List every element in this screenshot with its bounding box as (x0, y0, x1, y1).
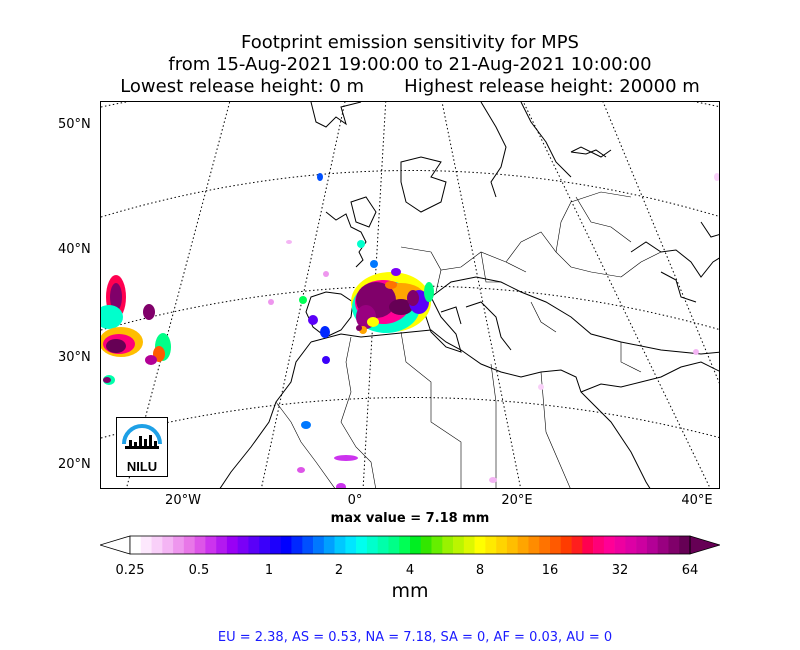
colorbar-bin (226, 536, 238, 554)
colorbar-bin (517, 536, 529, 554)
colorbar-bin (431, 536, 443, 554)
nilu-logo-graphic (122, 424, 162, 449)
colorbar-bin (270, 536, 282, 554)
colorbar-bin (313, 536, 325, 554)
cbar-tick-2: 1 (264, 563, 274, 578)
colorbar-bin (646, 536, 658, 554)
lon-label-20w: 20°W (165, 493, 201, 508)
colorbar-bin (485, 536, 497, 554)
nilu-logo-text: NILU (126, 459, 158, 474)
lon-label-20e: 20°E (501, 493, 533, 508)
colorbar-bin (216, 536, 228, 554)
cbar-tick-8: 64 (681, 563, 699, 578)
nilu-logo: NILU (116, 417, 168, 477)
colorbar-bin (474, 536, 486, 554)
colorbar-bin (323, 536, 335, 554)
lat-label-50n: 50°N (58, 117, 91, 132)
colorbar-bin (603, 536, 615, 554)
max-value: max value = 7.18 mm (330, 511, 490, 526)
lat-label-40n: 40°N (58, 242, 91, 257)
colorbar-bin (248, 536, 260, 554)
lat-label-30n: 30°N (58, 350, 91, 365)
release-heights: Lowest release height: 0 m Highest relea… (0, 76, 800, 98)
colorbar-bin (173, 536, 185, 554)
regional-summary: EU = 2.38, AS = 0.53, NA = 7.18, SA = 0,… (217, 630, 613, 645)
colorbar-bin (582, 536, 594, 554)
colorbar-bin (571, 536, 583, 554)
colorbar-extend-high (689, 535, 720, 555)
colorbar-bin (377, 536, 389, 554)
colorbar-bin (668, 536, 680, 554)
colorbar-bin (410, 536, 422, 554)
colorbar-bin (420, 536, 432, 554)
colorbar-bin (345, 536, 357, 554)
cbar-tick-5: 8 (475, 563, 485, 578)
lon-label-0: 0° (347, 493, 363, 508)
colorbar-bin (679, 536, 691, 554)
cbar-tick-7: 32 (611, 563, 629, 578)
colorbar-bin (151, 536, 163, 554)
cbar-tick-6: 16 (541, 563, 559, 578)
colorbar-bin (539, 536, 551, 554)
colorbar-bin (356, 536, 368, 554)
colorbar-bin (205, 536, 217, 554)
colorbar-bin (453, 536, 465, 554)
colorbar-bin (550, 536, 562, 554)
footprint-field (101, 173, 719, 488)
map-panel: NILU (100, 101, 720, 489)
cbar-tick-3: 2 (334, 563, 344, 578)
colorbar-bin (496, 536, 508, 554)
colorbar-bin (625, 536, 637, 554)
colorbar-bin (657, 536, 669, 554)
lon-label-40e: 40°E (681, 493, 713, 508)
colorbar-unit: mm (391, 580, 429, 602)
colorbar-bin (399, 536, 411, 554)
colorbar-bin (291, 536, 303, 554)
colorbar-bin (280, 536, 292, 554)
colorbar-bin (194, 536, 206, 554)
colorbar-bin (442, 536, 454, 554)
colorbar-bin (334, 536, 346, 554)
colorbar-bin (140, 536, 152, 554)
cbar-tick-0: 0.25 (115, 563, 145, 578)
colorbar-bin (463, 536, 475, 554)
colorbar-bin (130, 536, 142, 554)
highest-release-height: Highest release height: 20000 m (404, 76, 700, 97)
colorbar-bin (593, 536, 605, 554)
cbar-tick-1: 0.5 (188, 563, 210, 578)
coastlines (219, 102, 719, 488)
colorbar-bin (560, 536, 572, 554)
colorbar-bin (259, 536, 271, 554)
colorbar-bin (528, 536, 540, 554)
time-range: from 15-Aug-2021 19:00:00 to 21-Aug-2021… (168, 54, 652, 75)
colorbar-bin (183, 536, 195, 554)
map-canvas (101, 102, 719, 488)
colorbar-bin (506, 536, 518, 554)
cbar-tick-4: 4 (405, 563, 415, 578)
lat-label-20n: 20°N (58, 457, 91, 472)
colorbar-bin (636, 536, 648, 554)
colorbar-bin (237, 536, 249, 554)
colorbar-extend-low (100, 535, 131, 555)
lowest-release-height: Lowest release height: 0 m (120, 76, 365, 97)
country-borders (275, 191, 662, 488)
colorbar-bin (366, 536, 378, 554)
colorbar-bin (388, 536, 400, 554)
colorbar-bin (162, 536, 174, 554)
colorbar-frame (129, 535, 691, 555)
colorbar-bin (614, 536, 626, 554)
colorbar-bin (302, 536, 314, 554)
chart-title: Footprint emission sensitivity for MPS (241, 32, 579, 53)
colorbar (100, 535, 720, 555)
